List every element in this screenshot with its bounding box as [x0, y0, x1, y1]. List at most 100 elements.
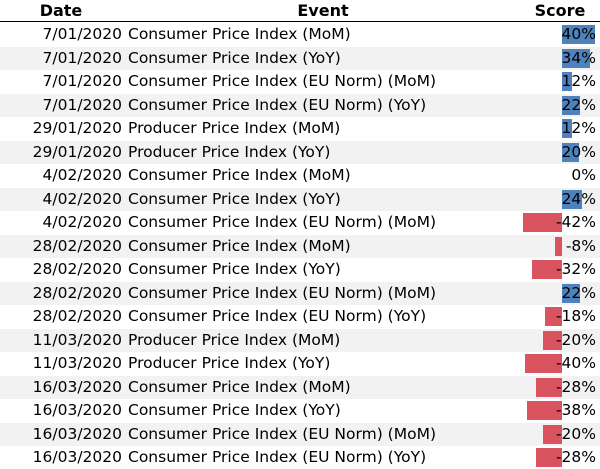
score-value: -8%	[565, 236, 596, 255]
score-cell: -38%	[522, 399, 598, 422]
table-row[interactable]: 7/01/2020 Consumer Price Index (YoY) 34%	[0, 46, 600, 70]
score-value: 20%	[561, 142, 596, 161]
negative-score-bar	[554, 236, 562, 256]
negative-score-bar	[523, 213, 562, 232]
score-value: -42%	[555, 213, 596, 231]
score-value: -28%	[555, 377, 596, 396]
table-row[interactable]: 16/03/2020 Consumer Price Index (EU Norm)…	[0, 446, 600, 469]
score-value: -20%	[555, 424, 596, 443]
positive-score-bar	[562, 25, 596, 44]
table-row[interactable]: 28/02/2020 Consumer Price Index (MoM) -8%	[0, 234, 600, 258]
table-row[interactable]: 16/03/2020 Consumer Price Index (YoY) -38%	[0, 399, 600, 422]
date-cell: 16/03/2020	[32, 424, 122, 443]
positive-score-bar	[562, 142, 579, 162]
date-cell: 7/01/2020	[42, 25, 122, 43]
table-row[interactable]: 28/02/2020 Consumer Price Index (YoY) -32%	[0, 258, 600, 281]
negative-score-bar	[545, 307, 562, 326]
date-column-header[interactable]: Date	[39, 1, 83, 20]
table-row[interactable]: 11/03/2020 Producer Price Index (YoY) -40%	[0, 352, 600, 375]
event-column-header[interactable]: Event	[297, 1, 349, 20]
table-row[interactable]: 28/02/2020 Consumer Price Index (EU Norm)…	[0, 305, 600, 328]
score-cell: -20%	[522, 423, 598, 446]
score-value: -38%	[555, 401, 596, 419]
table-row[interactable]: 7/01/2020 Consumer Price Index (MoM) 40%	[0, 23, 600, 46]
date-cell: 16/03/2020	[32, 448, 122, 466]
negative-score-bar	[524, 354, 562, 373]
event-cell: Consumer Price Index (MoM)	[128, 236, 351, 255]
score-cell: -20%	[522, 329, 598, 352]
date-cell: 7/01/2020	[42, 95, 122, 114]
event-cell: Consumer Price Index (EU Norm) (YoY)	[128, 307, 427, 325]
score-cell: -18%	[522, 305, 598, 328]
table-row[interactable]: 16/03/2020 Consumer Price Index (MoM) -28%	[0, 375, 600, 399]
score-cell: -40%	[522, 352, 598, 375]
event-cell: Consumer Price Index (YoY)	[128, 48, 341, 67]
positive-score-bar	[562, 48, 591, 68]
positive-score-bar	[562, 119, 572, 138]
date-cell: 16/03/2020	[32, 377, 122, 396]
date-cell: 29/01/2020	[32, 119, 122, 137]
negative-score-bar	[543, 330, 562, 350]
score-cell: -32%	[522, 258, 598, 281]
score-cell: 24%	[522, 188, 598, 211]
date-cell: 29/01/2020	[32, 142, 122, 161]
event-cell: Producer Price Index (MoM)	[128, 119, 341, 137]
score-cell: 12%	[522, 70, 598, 93]
event-cell: Producer Price Index (MoM)	[128, 330, 341, 349]
event-cell: Consumer Price Index (YoY)	[128, 189, 341, 208]
event-cell: Consumer Price Index (EU Norm) (MoM)	[128, 213, 436, 231]
negative-score-bar	[536, 377, 562, 397]
table-row[interactable]: 4/02/2020 Consumer Price Index (YoY) 24%	[0, 187, 600, 211]
table-row[interactable]: 29/01/2020 Producer Price Index (YoY) 20%	[0, 140, 600, 164]
positive-score-bar	[562, 72, 572, 91]
date-cell: 4/02/2020	[42, 189, 122, 208]
score-value: 22%	[561, 283, 596, 302]
score-value: -18%	[555, 307, 596, 325]
negative-score-bar	[536, 448, 562, 467]
score-cell: 20%	[522, 141, 598, 164]
event-cell: Consumer Price Index (EU Norm) (YoY)	[128, 95, 427, 114]
score-value: 34%	[561, 48, 596, 67]
date-cell: 16/03/2020	[32, 401, 122, 419]
score-value: 12%	[561, 119, 596, 137]
table-row[interactable]: 28/02/2020 Consumer Price Index (EU Norm)…	[0, 281, 600, 305]
score-value: -28%	[555, 448, 596, 466]
date-cell: 11/03/2020	[32, 354, 122, 372]
table-row[interactable]: 29/01/2020 Producer Price Index (MoM) 12%	[0, 117, 600, 140]
event-cell: Consumer Price Index (MoM)	[128, 25, 351, 43]
score-cell: 22%	[522, 282, 598, 305]
event-cell: Consumer Price Index (EU Norm) (MoM)	[128, 72, 436, 90]
table-row[interactable]: 4/02/2020 Consumer Price Index (MoM) 0%	[0, 164, 600, 187]
event-cell: Producer Price Index (YoY)	[128, 354, 331, 372]
score-cell: -8%	[522, 235, 598, 258]
score-value: -32%	[555, 260, 596, 278]
score-cell: 40%	[522, 23, 598, 46]
negative-score-bar	[526, 401, 562, 420]
positive-score-bar	[562, 95, 581, 115]
score-value: 12%	[561, 72, 596, 90]
date-cell: 28/02/2020	[32, 307, 122, 325]
date-cell: 28/02/2020	[32, 260, 122, 278]
table-row[interactable]: 7/01/2020 Consumer Price Index (EU Norm) …	[0, 93, 600, 117]
negative-score-bar	[543, 424, 562, 444]
event-cell: Consumer Price Index (EU Norm) (YoY)	[128, 448, 427, 466]
event-cell: Consumer Price Index (YoY)	[128, 401, 341, 419]
table-row[interactable]: 16/03/2020 Consumer Price Index (EU Norm)…	[0, 422, 600, 446]
date-cell: 28/02/2020	[32, 283, 122, 302]
event-cell: Consumer Price Index (MoM)	[128, 377, 351, 396]
date-cell: 11/03/2020	[32, 330, 122, 349]
event-cell: Producer Price Index (YoY)	[128, 142, 331, 161]
table-row[interactable]: 4/02/2020 Consumer Price Index (EU Norm) …	[0, 211, 600, 234]
score-value: -40%	[555, 354, 596, 372]
event-cell: Consumer Price Index (EU Norm) (MoM)	[128, 424, 436, 443]
score-value: 40%	[561, 25, 596, 43]
score-cell: 34%	[522, 47, 598, 70]
score-cell: 12%	[522, 117, 598, 140]
score-column-header[interactable]: Score	[534, 1, 586, 20]
score-value: 24%	[561, 189, 596, 208]
score-cell: 22%	[522, 94, 598, 117]
table-row[interactable]: 11/03/2020 Producer Price Index (MoM) -20%	[0, 328, 600, 352]
event-cell: Consumer Price Index (EU Norm) (MoM)	[128, 283, 436, 302]
table-row[interactable]: 7/01/2020 Consumer Price Index (EU Norm) …	[0, 70, 600, 93]
